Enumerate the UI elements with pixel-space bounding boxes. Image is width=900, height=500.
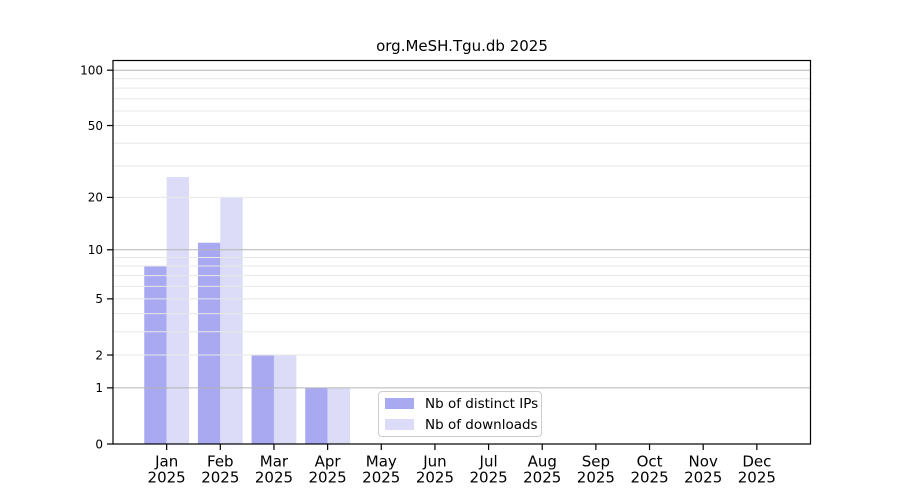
x-tick-label-month-mar-2025: Mar xyxy=(260,453,289,471)
bars xyxy=(144,177,351,445)
chart-title: org.MeSH.Tgu.db 2025 xyxy=(376,37,548,55)
x-tick-label-month-nov-2025: Nov xyxy=(689,453,718,471)
x-tick-label-year-jan-2025: 2025 xyxy=(148,469,186,487)
y-axis: 0 1 2 5 10 20 50 100 xyxy=(80,63,113,451)
x-tick-label-month-aug-2025: Aug xyxy=(528,453,557,471)
x-tick-label-year-jul-2025: 2025 xyxy=(469,469,507,487)
x-tick-label-month-may-2025: May xyxy=(366,453,397,471)
legend-item-downloads: Nb of downloads xyxy=(385,417,541,433)
x-tick-label-month-dec-2025: Dec xyxy=(742,453,771,471)
x-tick-label-year-may-2025: 2025 xyxy=(362,469,400,487)
x-tick-label-month-sep-2025: Sep xyxy=(582,453,610,471)
legend-label-distinct-ips: Nb of distinct IPs xyxy=(425,395,539,412)
bar-nb-of-distinct-ips-apr-2025 xyxy=(305,387,328,444)
y-tick-label-50: 50 xyxy=(88,119,103,133)
gridlines xyxy=(113,69,811,389)
y-tick-label-1: 1 xyxy=(95,381,103,395)
bar-nb-of-downloads-jan-2025 xyxy=(166,177,190,445)
y-tick-label-100: 100 xyxy=(80,63,103,77)
bar-nb-of-downloads-apr-2025 xyxy=(327,387,351,444)
x-tick-label-month-jun-2025: Jun xyxy=(422,453,446,471)
x-tick-label-year-mar-2025: 2025 xyxy=(255,469,293,487)
bar-nb-of-distinct-ips-mar-2025 xyxy=(251,355,274,444)
legend-swatch-distinct-ips xyxy=(385,398,414,409)
x-tick-label-month-oct-2025: Oct xyxy=(637,453,663,471)
x-tick-label-month-apr-2025: Apr xyxy=(315,453,342,471)
legend: Nb of distinct IPs Nb of downloads xyxy=(378,391,542,437)
x-tick-label-year-jun-2025: 2025 xyxy=(416,469,454,487)
legend-item-distinct-ips: Nb of distinct IPs xyxy=(385,396,541,412)
x-tick-label-month-feb-2025: Feb xyxy=(207,453,234,471)
x-tick-label-year-sep-2025: 2025 xyxy=(577,469,615,487)
x-tick-label-year-dec-2025: 2025 xyxy=(738,469,776,487)
x-axis: Jan2025Feb2025Mar2025Apr2025May2025Jun20… xyxy=(148,444,776,487)
y-tick-label-10: 10 xyxy=(88,243,103,257)
x-tick-label-year-apr-2025: 2025 xyxy=(309,469,347,487)
y-tick-label-5: 5 xyxy=(95,292,103,306)
legend-label-downloads: Nb of downloads xyxy=(425,416,538,433)
plot-border xyxy=(112,59,812,445)
x-tick-label-year-oct-2025: 2025 xyxy=(630,469,668,487)
y-tick-label-0: 0 xyxy=(95,437,103,451)
y-tick-label-2: 2 xyxy=(95,348,103,362)
bar-nb-of-distinct-ips-feb-2025 xyxy=(197,242,221,444)
legend-swatch-downloads xyxy=(385,419,414,430)
x-tick-label-month-jan-2025: Jan xyxy=(154,453,178,471)
x-tick-label-year-aug-2025: 2025 xyxy=(523,469,561,487)
x-tick-label-year-nov-2025: 2025 xyxy=(684,469,722,487)
bar-nb-of-downloads-mar-2025 xyxy=(273,355,297,444)
x-tick-label-year-feb-2025: 2025 xyxy=(201,469,239,487)
x-tick-label-month-jul-2025: Jul xyxy=(479,453,498,471)
y-tick-label-20: 20 xyxy=(88,191,103,205)
bar-nb-of-downloads-feb-2025 xyxy=(220,197,243,444)
